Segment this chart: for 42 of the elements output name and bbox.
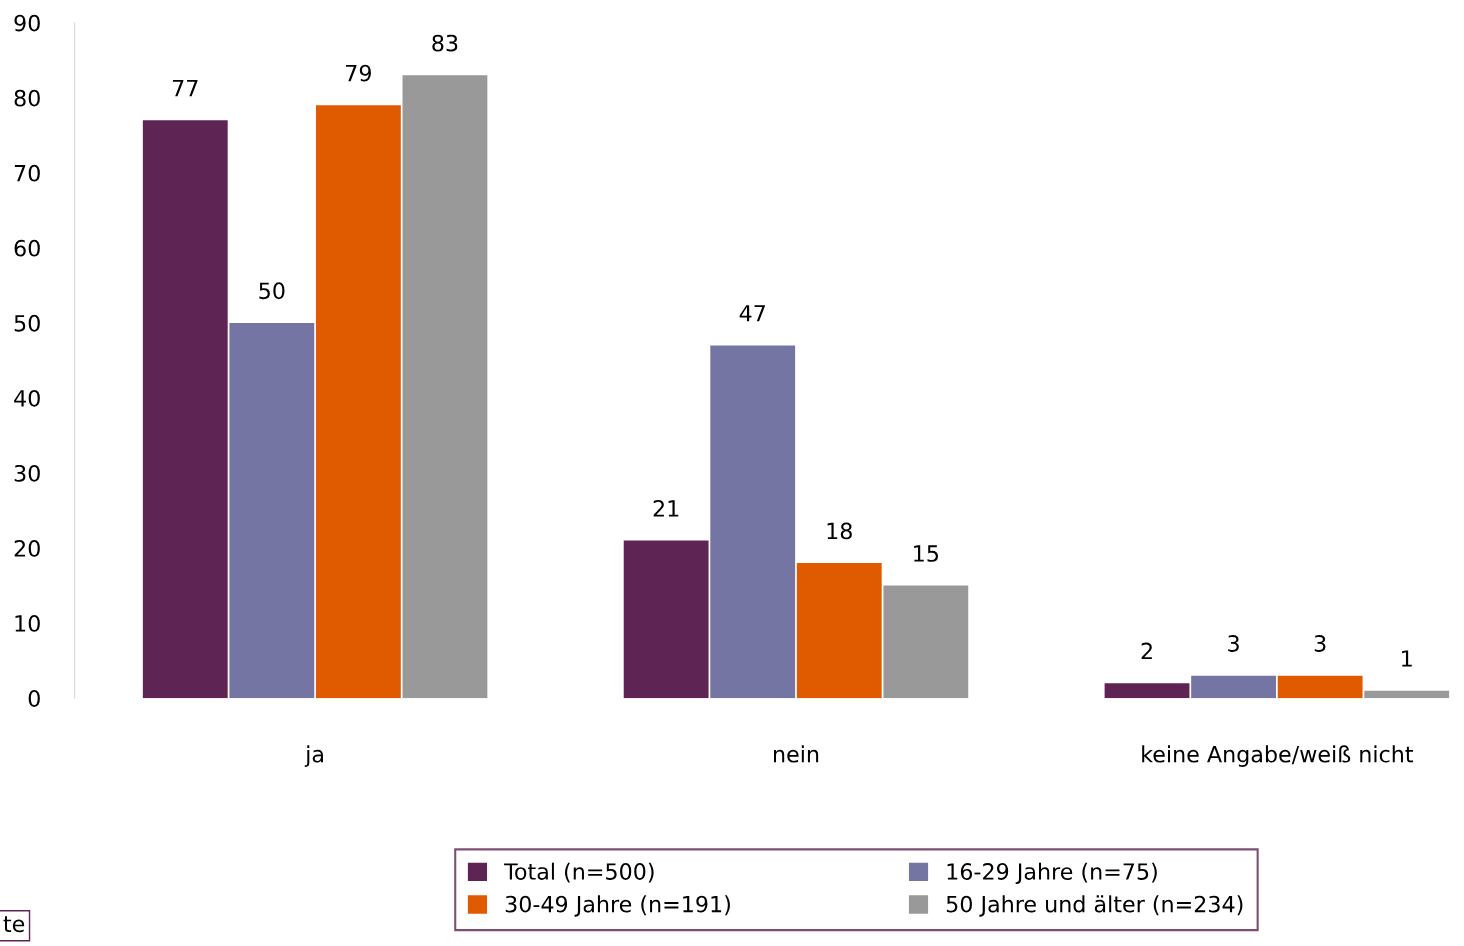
legend-label: 50 Jahre und älter (n=234): [946, 895, 1243, 917]
y-tick-label: 20: [14, 540, 40, 557]
bar: [1191, 675, 1277, 699]
x-tick-label: ja: [304, 745, 323, 767]
legend-label: 30-49 Jahre (n=191): [505, 895, 730, 917]
bar: [1104, 683, 1190, 699]
data-label: 3: [1228, 635, 1239, 652]
y-tick-label: 10: [15, 615, 40, 632]
text: te: [3, 916, 25, 933]
y-tick-label: 30: [14, 464, 40, 482]
bar: [142, 120, 228, 699]
y-tick-label: 60: [14, 239, 40, 257]
bar: [229, 322, 315, 699]
y-tick-label: 40: [14, 389, 40, 407]
x-tick-label: nein: [774, 745, 819, 763]
legend-label: 16-29 Jahre (n=75): [947, 862, 1157, 885]
y-tick-label: 90: [14, 14, 40, 32]
data-label: 50: [259, 282, 285, 300]
data-label: 1: [1402, 650, 1412, 667]
data-label: 83: [432, 34, 458, 52]
bar: [883, 585, 969, 699]
x-tick-label: keine Angabe/weiß nicht: [1142, 745, 1414, 767]
bar: [796, 563, 882, 699]
bar: [315, 105, 401, 699]
data-label: 15: [914, 545, 939, 562]
y-tick-label: 0: [28, 690, 40, 707]
y-tick-label: 80: [14, 89, 40, 107]
bar: [402, 75, 488, 699]
data-label: 2: [1141, 642, 1152, 660]
legend-label: Total (n=500): [504, 862, 654, 883]
data-label: 21: [653, 499, 679, 517]
bar: [623, 540, 709, 699]
y-tick-label: 70: [14, 164, 40, 182]
bar: [1277, 675, 1363, 699]
data-label: 18: [827, 522, 852, 540]
data-label: 3: [1314, 635, 1326, 652]
data-label: 47: [739, 305, 765, 322]
bar: [710, 345, 796, 699]
data-label: 77: [172, 80, 198, 97]
data-label: 79: [346, 64, 371, 82]
y-tick-label: 50: [14, 314, 40, 332]
bar: [1364, 690, 1450, 699]
